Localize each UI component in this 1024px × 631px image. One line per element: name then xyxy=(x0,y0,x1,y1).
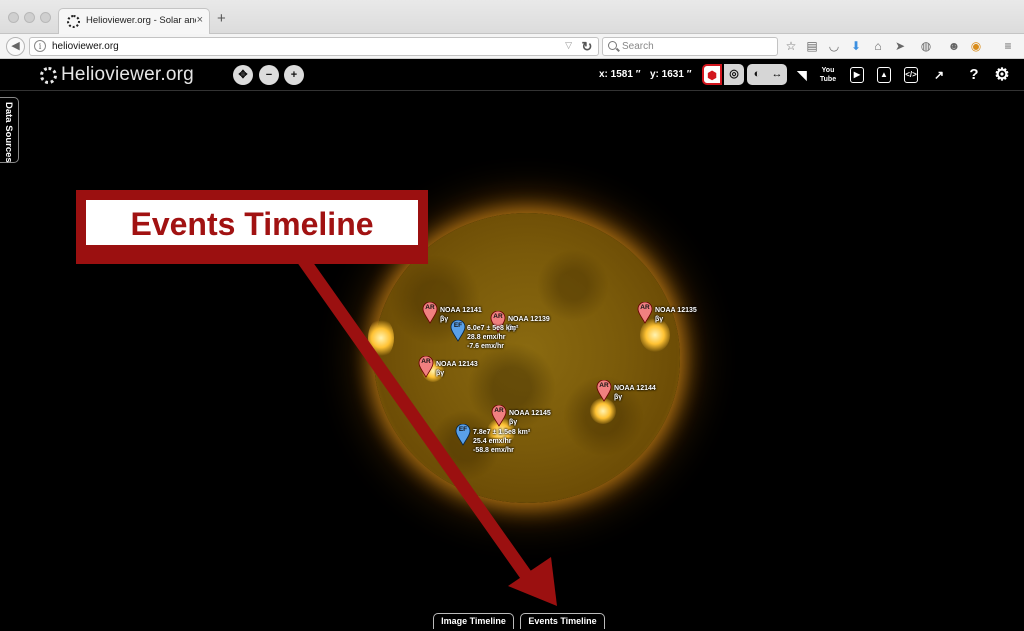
event-label: 7.8e7 ± 1.5e8 km² 25.4 emx/hr -58.8 emx/hr xyxy=(473,429,531,454)
marker-type-label: AR xyxy=(599,382,609,389)
ar-event-marker[interactable]: AR xyxy=(418,356,434,378)
browser-tab[interactable]: Helioviewer.org - Solar and ... × xyxy=(58,8,210,35)
reload-button[interactable]: ↻ xyxy=(581,39,593,54)
movie-icon[interactable]: ▶ xyxy=(850,67,864,83)
app-header: Helioviewer.org ✥ − + x: 1581 ′′ y: 1631… xyxy=(0,60,1024,91)
marker-type-label: AR xyxy=(425,304,435,311)
sun-view-button[interactable]: ◐ xyxy=(747,64,767,85)
tab-title: Helioviewer.org - Solar and ... xyxy=(86,15,196,26)
data-sources-tab[interactable]: Data Sources xyxy=(0,97,19,163)
zoom-out-button[interactable]: − xyxy=(259,65,279,85)
reading-list-icon[interactable]: ▤ xyxy=(806,39,818,53)
ef-event-marker[interactable]: EF xyxy=(455,424,471,446)
helioviewer-logo-icon xyxy=(40,67,57,84)
annotation-callout: Events Timeline xyxy=(76,190,428,264)
search-icon xyxy=(608,41,617,50)
ar-event-marker[interactable]: AR xyxy=(596,380,612,402)
browser-titlebar: Helioviewer.org - Solar and ... × + xyxy=(0,0,1024,35)
image-timeline-tab[interactable]: Image Timeline xyxy=(433,613,514,629)
emoji-icon[interactable]: ☻ xyxy=(947,39,961,53)
cube-view-button[interactable]: ⬢ xyxy=(702,64,722,85)
annotation-label: Events Timeline xyxy=(130,206,374,242)
active-region-glow xyxy=(590,398,616,424)
url-dropdown-icon[interactable]: ▽ xyxy=(565,40,572,50)
event-label: NOAA 12141 βγ xyxy=(440,307,482,323)
url-text: helioviewer.org xyxy=(52,41,119,52)
rss-icon[interactable]: ◥ xyxy=(797,68,807,82)
event-label: NOAA 12145 βγ xyxy=(509,410,551,426)
minimize-window-button[interactable] xyxy=(24,12,35,23)
event-label: NOAA 12139 βγ xyxy=(508,316,550,332)
marker-type-label: AR xyxy=(493,313,503,320)
ar-event-marker[interactable]: AR xyxy=(637,302,653,324)
helioviewer-favicon-icon xyxy=(67,15,80,28)
app-logo[interactable]: Helioviewer.org xyxy=(61,64,194,85)
target-view-button[interactable]: ◎ xyxy=(724,64,744,85)
distance-view-button[interactable]: ↔ xyxy=(767,64,787,85)
search-placeholder: Search xyxy=(622,41,654,52)
home-icon[interactable]: ⌂ xyxy=(874,39,882,53)
events-timeline-tab[interactable]: Events Timeline xyxy=(520,613,605,629)
x-coordinate: x: 1581 ′′ xyxy=(599,69,641,80)
extension-icon[interactable]: ◍ xyxy=(920,39,932,53)
event-label: 6.0e7 ± 5e8 km² 28.8 emx/hr -7.6 emx/hr xyxy=(467,325,519,350)
close-window-button[interactable] xyxy=(8,12,19,23)
settings-gear-icon[interactable]: ⚙ xyxy=(994,65,1010,84)
site-info-icon[interactable]: i xyxy=(34,40,46,52)
pocket-icon[interactable]: ◡ xyxy=(828,39,840,53)
search-input[interactable]: Search xyxy=(602,37,778,56)
event-label: NOAA 12144 βγ xyxy=(614,385,656,401)
help-button[interactable]: ? xyxy=(969,66,979,83)
share-icon[interactable]: ↗ xyxy=(933,68,945,82)
center-viewport-button[interactable]: ✥ xyxy=(233,65,253,85)
marker-type-label: AR xyxy=(421,358,431,365)
new-tab-button[interactable]: + xyxy=(217,10,226,27)
y-coordinate: y: 1631 ′′ xyxy=(650,69,692,80)
data-sources-label: Data Sources xyxy=(3,102,14,163)
tab-close-icon[interactable]: × xyxy=(196,14,203,26)
back-button[interactable]: ◀ xyxy=(6,37,25,56)
embed-code-icon[interactable]: </> xyxy=(904,67,918,83)
bookmark-star-icon[interactable]: ☆ xyxy=(785,39,797,53)
zoom-in-button[interactable]: + xyxy=(284,65,304,85)
color-picker-icon[interactable]: ◉ xyxy=(970,39,982,53)
marker-type-label: EF xyxy=(458,426,468,433)
browser-navbar: ◀ i helioviewer.org ▽ Search xyxy=(0,34,1024,59)
event-label: NOAA 12143 βγ xyxy=(436,361,478,377)
marker-type-label: EF xyxy=(453,322,463,329)
youtube-icon[interactable]: You Tube xyxy=(819,67,837,83)
ef-event-marker[interactable]: EF xyxy=(450,320,466,342)
marker-type-label: AR xyxy=(494,407,504,414)
ar-event-marker[interactable]: AR xyxy=(491,405,507,427)
marker-type-label: AR xyxy=(640,304,650,311)
ar-event-marker[interactable]: AR xyxy=(490,311,506,333)
maximize-window-button[interactable] xyxy=(40,12,51,23)
ar-event-marker[interactable]: AR xyxy=(422,302,438,324)
url-bar[interactable]: i helioviewer.org ▽ xyxy=(29,37,599,56)
screenshot-icon[interactable]: ▲ xyxy=(877,67,891,83)
event-label: NOAA 12135 βγ xyxy=(655,307,697,323)
download-icon[interactable]: ⬇ xyxy=(850,39,862,53)
menu-icon[interactable]: ≡ xyxy=(1004,39,1012,53)
send-icon[interactable]: ➤ xyxy=(894,39,906,53)
